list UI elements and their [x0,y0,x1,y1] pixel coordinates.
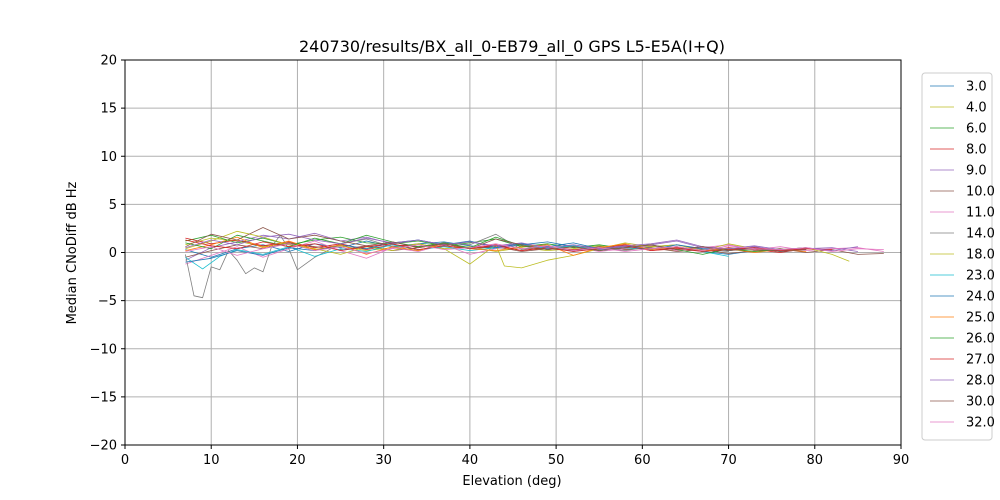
x-tick-label: 30 [375,453,392,468]
y-tick-label: −5 [98,294,117,309]
x-tick-label: 20 [289,453,306,468]
series-line-23.0 [185,243,729,270]
grid [124,59,902,446]
y-tick-label: 15 [100,102,117,117]
legend-label: 3.0 [966,80,987,95]
y-axis: −20 −15 −10 −5 0 5 10 15 20 [90,54,125,454]
x-axis: 0 10 20 30 40 50 60 70 80 90 [121,445,909,468]
y-tick-label: −20 [90,439,117,454]
legend-label: 28.0 [966,374,995,389]
y-tick-label: −15 [90,390,117,405]
series-line-28.0 [185,233,858,252]
y-tick-label: 10 [100,150,117,165]
legend-label: 9.0 [966,164,987,179]
x-tick-label: 10 [203,453,220,468]
legend-label: 30.0 [966,395,995,410]
legend-label: 26.0 [966,332,995,347]
legend-label: 24.0 [966,290,995,305]
y-tick-label: −10 [90,342,117,357]
legend-label: 27.0 [966,353,995,368]
series-line-18.0 [185,230,850,269]
y-tick-label: 5 [109,198,117,213]
chart-title: 240730/results/BX_all_0-EB79_all_0 GPS L… [299,37,725,57]
series-line-24.0 [185,239,807,263]
legend-label: 25.0 [966,311,995,326]
legend-label: 14.0 [966,227,995,242]
legend-label: 18.0 [966,248,995,263]
x-tick-label: 80 [807,453,824,468]
x-axis-label: Elevation (deg) [462,474,561,489]
legend-box [921,72,993,441]
legend-label: 8.0 [966,143,987,158]
legend-label: 32.0 [966,416,995,431]
x-tick-label: 70 [720,453,737,468]
plot-lines [185,227,884,299]
x-tick-label: 40 [462,453,479,468]
series-line-32.0 [185,243,884,256]
legend-label: 23.0 [966,269,995,284]
legend-label: 4.0 [966,101,987,116]
x-tick-label: 90 [893,453,910,468]
y-tick-label: 20 [100,54,117,69]
legend: 3.0 4.0 6.0 8.0 9.0 10.0 11.0 14.0 18.0 23.0 24.0 2… [921,72,995,441]
x-tick-label: 60 [634,453,651,468]
legend-label: 11.0 [966,206,995,221]
y-axis-label: Median CNoDiff dB Hz [65,181,80,324]
legend-label: 6.0 [966,122,987,137]
legend-label: 10.0 [966,185,995,200]
series-line-30.0 [185,227,807,252]
x-tick-label: 50 [548,453,565,468]
x-tick-label: 0 [121,453,129,468]
y-tick-label: 0 [109,246,117,261]
